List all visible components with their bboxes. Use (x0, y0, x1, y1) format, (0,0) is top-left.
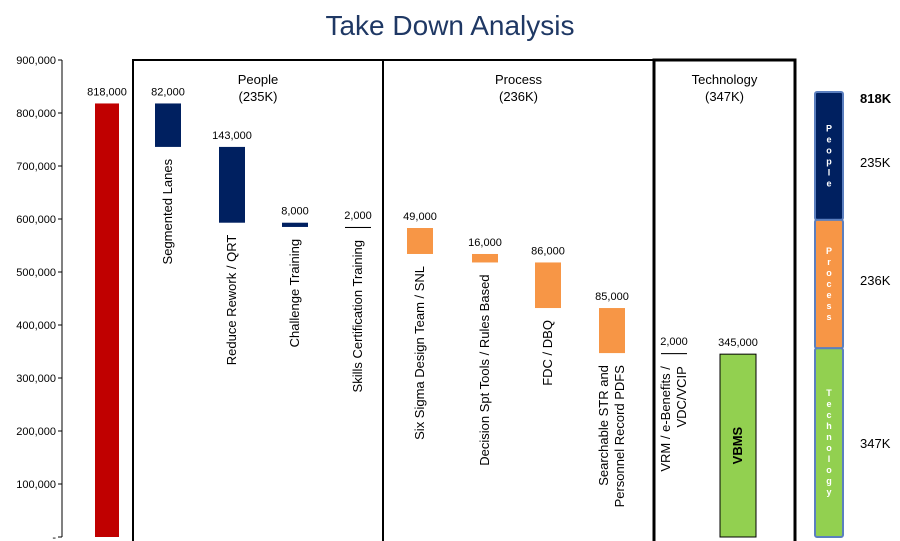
group-frame (652, 58, 797, 541)
value-label: 2,000 (660, 336, 688, 348)
group-name: People (238, 72, 278, 87)
value-label: 143,000 (212, 130, 252, 142)
bar (535, 262, 561, 309)
x-tick-label: Reduce Rework / QRT (224, 235, 239, 366)
bar (407, 228, 433, 254)
value-label: 86,000 (531, 245, 565, 257)
bar (155, 103, 181, 147)
x-tick-label: Skills Certification Training (350, 240, 365, 392)
y-tick-label: 500,000 (16, 267, 56, 279)
x-tick-label: Searchable STR andPersonnel Record PDFS (596, 365, 627, 508)
value-label: 2,000 (344, 210, 372, 222)
group-total: (347K) (705, 89, 744, 104)
y-tick-label: 600,000 (16, 214, 56, 226)
y-tick-label: 800,000 (16, 108, 56, 120)
side-label: 235K (860, 155, 891, 170)
x-tick-label: VRM / e-Benefits /VDC/VCIP (658, 366, 689, 472)
value-label: 85,000 (595, 291, 629, 303)
value-label: 16,000 (468, 237, 502, 249)
y-tick-label: 200,000 (16, 426, 56, 438)
x-tick-label: Decision Spt Tools / Rules Based (477, 274, 492, 465)
value-label: 82,000 (151, 86, 185, 98)
x-tick-label: Six Sigma Design Team / SNL (412, 266, 427, 440)
bar (661, 353, 687, 355)
x-tick-label: Segmented Lanes (160, 158, 175, 264)
bar (282, 222, 308, 227)
value-label: 8,000 (281, 206, 309, 218)
bar (95, 103, 119, 538)
bar (219, 146, 245, 223)
bar (472, 253, 498, 263)
group-name: Process (495, 72, 542, 87)
y-tick-label: 300,000 (16, 373, 56, 385)
side-label: 236K (860, 273, 891, 288)
value-label: 345,000 (718, 337, 758, 349)
x-tick-label: VBMS (730, 426, 745, 464)
y-tick-label: 400,000 (16, 320, 56, 332)
bar (719, 353, 757, 538)
group-total: (235K) (238, 89, 277, 104)
x-tick-label: Challenge Training (287, 239, 302, 347)
y-tick-label: 900,000 (16, 55, 56, 67)
x-tick-label: FDC / DBQ (540, 320, 555, 386)
bar (599, 308, 625, 354)
bar (345, 226, 371, 229)
y-tick-label: 700,000 (16, 161, 56, 173)
side-segment (814, 347, 844, 538)
side-total: 818K (860, 91, 892, 106)
chart-title: Take Down Analysis (325, 10, 574, 41)
side-label: 347K (860, 436, 891, 451)
y-tick-label: - (52, 532, 56, 541)
value-label: 49,000 (403, 211, 437, 223)
group-total: (236K) (499, 89, 538, 104)
y-tick-label: 100,000 (16, 479, 56, 491)
group-name: Technology (692, 72, 758, 87)
value-label: 818,000 (87, 86, 127, 98)
